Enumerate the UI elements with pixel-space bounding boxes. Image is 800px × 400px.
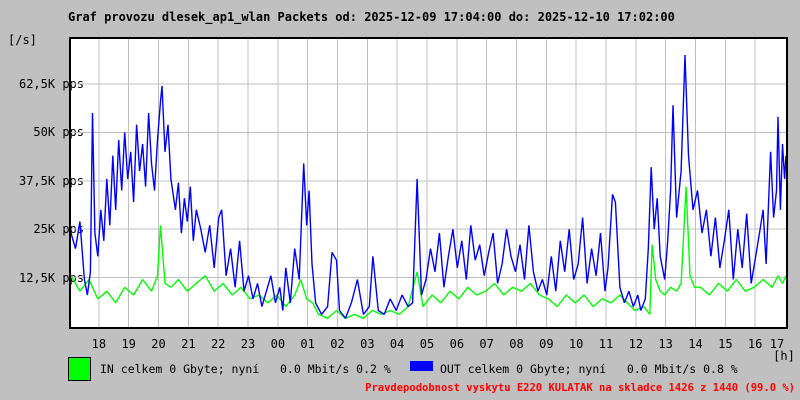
x-tick-label: 16	[747, 337, 763, 351]
x-tick-label: 11	[598, 337, 614, 351]
out-series-line	[71, 54, 786, 319]
x-tick-label: 04	[389, 337, 405, 351]
x-tick-label: 17	[769, 337, 785, 351]
x-tick-label: 15	[718, 337, 733, 351]
x-tick-label: 20	[151, 337, 166, 351]
x-tick-label: 18	[91, 337, 107, 351]
x-tick-label: 14	[688, 337, 703, 351]
in-series-line	[71, 186, 786, 319]
graph-title: Graf provozu dlesek_ap1_wlan Packets od:…	[68, 10, 675, 24]
x-tick-label: 13	[658, 337, 673, 351]
x-tick-label: 10	[568, 337, 584, 351]
legend-out-swatch	[410, 361, 433, 371]
legend-out-label: OUT celkem 0 Gbyte; nyní 0.0 Mbit/s 0.8 …	[440, 362, 738, 376]
x-tick-label: 23	[240, 337, 256, 351]
legend-in-swatch	[68, 357, 91, 381]
traffic-chart	[71, 39, 786, 327]
x-tick-label: 08	[509, 337, 524, 351]
x-tick-label: 01	[300, 337, 315, 351]
x-tick-label: 05	[419, 337, 435, 351]
x-tick-label: 22	[210, 337, 226, 351]
stock-availability-note: Pravdepodobnost vyskytu E220 KULATAK na …	[365, 382, 795, 394]
x-tick-label: 09	[539, 337, 554, 351]
x-tick-label: 03	[360, 337, 375, 351]
legend-in-label: IN celkem 0 Gbyte; nyní 0.0 Mbit/s 0.2 %	[100, 362, 391, 376]
x-tick-label: 07	[479, 337, 494, 351]
x-tick-label: 06	[449, 337, 465, 351]
x-tick-label: 21	[181, 337, 196, 351]
y-axis-unit-label: [/s]	[8, 33, 37, 47]
x-tick-label: 12	[628, 337, 644, 351]
x-tick-label: 02	[330, 337, 345, 351]
x-tick-label: 00	[270, 337, 286, 351]
x-tick-label: 19	[121, 337, 136, 351]
x-axis-unit-label: [h]	[773, 349, 795, 363]
